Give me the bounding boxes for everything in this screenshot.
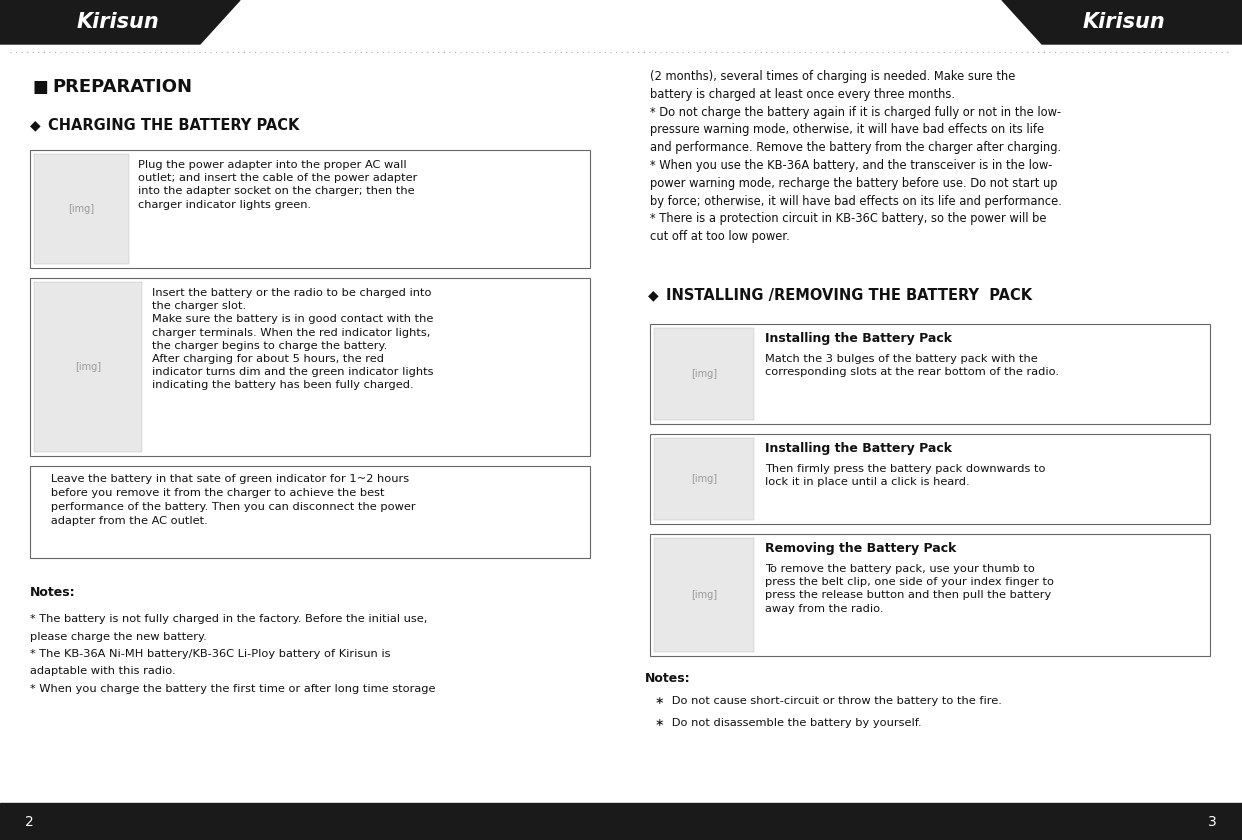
Text: Installing the Battery Pack: Installing the Battery Pack <box>765 332 953 345</box>
Text: ◆: ◆ <box>648 288 658 302</box>
Bar <box>655 438 754 520</box>
Text: To remove the battery pack, use your thumb to
press the belt clip, one side of y: To remove the battery pack, use your thu… <box>765 564 1054 613</box>
Text: [img]: [img] <box>691 590 717 600</box>
Bar <box>34 154 129 264</box>
Bar <box>655 538 754 652</box>
Text: Kirisun: Kirisun <box>77 12 159 32</box>
Bar <box>650 324 1210 424</box>
Text: Match the 3 bulges of the battery pack with the
corresponding slots at the rear : Match the 3 bulges of the battery pack w… <box>765 354 1059 377</box>
Text: Kirisun: Kirisun <box>1083 12 1165 32</box>
Text: Insert the battery or the radio to be charged into
the charger slot.
Make sure t: Insert the battery or the radio to be ch… <box>152 288 433 391</box>
Text: ■: ■ <box>32 78 47 96</box>
Bar <box>30 278 590 456</box>
Text: (2 months), several times of charging is needed. Make sure the
battery is charge: (2 months), several times of charging is… <box>650 70 1062 244</box>
Text: please charge the new battery.: please charge the new battery. <box>30 632 206 642</box>
Text: [img]: [img] <box>691 369 717 379</box>
Bar <box>30 150 590 268</box>
Text: [img]: [img] <box>691 474 717 484</box>
Bar <box>30 466 590 558</box>
Text: Notes:: Notes: <box>30 586 76 599</box>
Polygon shape <box>1002 0 1242 44</box>
Text: ◆: ◆ <box>30 118 41 132</box>
Text: ∗  Do not disassemble the battery by yourself.: ∗ Do not disassemble the battery by your… <box>655 718 922 728</box>
Bar <box>650 534 1210 656</box>
Text: Plug the power adapter into the proper AC wall
outlet; and insert the cable of t: Plug the power adapter into the proper A… <box>138 160 417 210</box>
Text: ∗  Do not cause short-circuit or throw the battery to the fire.: ∗ Do not cause short-circuit or throw th… <box>655 696 1002 706</box>
Text: * The battery is not fully charged in the factory. Before the initial use,: * The battery is not fully charged in th… <box>30 614 427 624</box>
Text: Removing the Battery Pack: Removing the Battery Pack <box>765 542 956 555</box>
Bar <box>655 328 754 420</box>
Text: Notes:: Notes: <box>645 672 691 685</box>
Text: adaptable with this radio.: adaptable with this radio. <box>30 666 175 676</box>
Bar <box>650 434 1210 524</box>
Bar <box>34 282 142 452</box>
Text: Leave the battery in that sate of green indicator for 1~2 hours
   before you re: Leave the battery in that sate of green … <box>40 474 416 526</box>
Text: CHARGING THE BATTERY PACK: CHARGING THE BATTERY PACK <box>48 118 299 133</box>
Text: [img]: [img] <box>75 362 101 372</box>
Text: * When you charge the battery the first time or after long time storage: * When you charge the battery the first … <box>30 684 436 694</box>
Polygon shape <box>0 0 240 44</box>
Text: 2: 2 <box>25 815 34 828</box>
Text: 3: 3 <box>1208 815 1217 828</box>
Text: Then firmly press the battery pack downwards to
lock it in place until a click i: Then firmly press the battery pack downw… <box>765 464 1046 487</box>
Text: * The KB-36A Ni-MH battery/KB-36C Li-Ploy battery of Kirisun is: * The KB-36A Ni-MH battery/KB-36C Li-Plo… <box>30 649 390 659</box>
Text: INSTALLING /REMOVING THE BATTERY  PACK: INSTALLING /REMOVING THE BATTERY PACK <box>666 288 1032 303</box>
Text: PREPARATION: PREPARATION <box>52 78 193 96</box>
Polygon shape <box>0 803 1242 840</box>
Text: [img]: [img] <box>68 204 94 214</box>
Text: Installing the Battery Pack: Installing the Battery Pack <box>765 442 953 455</box>
